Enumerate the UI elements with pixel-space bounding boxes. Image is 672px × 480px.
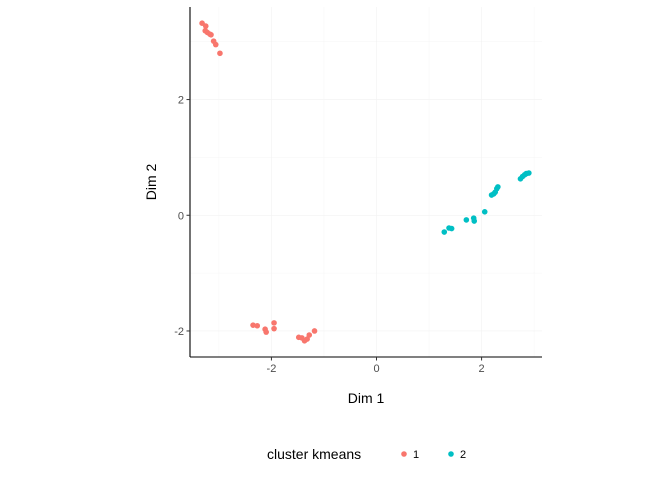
legend-key-2: [448, 451, 454, 457]
grid-lines: [190, 7, 542, 357]
legend-label-2: 2: [460, 449, 466, 461]
legend: cluster kmeans 1 2: [267, 446, 466, 462]
y-tick-label: 0: [178, 210, 184, 222]
data-point-cluster-2: [448, 225, 455, 232]
data-point-cluster-1: [202, 23, 209, 29]
y-axis-title: Dim 2: [143, 164, 159, 201]
data-point-cluster-2: [481, 208, 488, 215]
data-point-cluster-1: [271, 325, 277, 332]
data-point-cluster-1: [311, 328, 318, 334]
x-axis-ticks: -2 0 2: [267, 357, 485, 375]
data-point-cluster-1: [217, 50, 223, 57]
data-point-cluster-1: [254, 322, 261, 329]
data-point-cluster-2: [495, 184, 501, 190]
data-point-cluster-2: [441, 229, 448, 235]
y-tick-label: -2: [174, 326, 184, 338]
x-tick-label: -2: [267, 363, 277, 375]
data-point-cluster-1: [212, 41, 219, 48]
data-point-cluster-2: [463, 217, 470, 223]
data-point-cluster-2: [471, 218, 478, 224]
data-point-cluster-2: [526, 170, 532, 176]
data-points: [199, 20, 532, 344]
x-tick-label: 2: [479, 363, 485, 375]
data-point-cluster-1: [208, 31, 214, 38]
x-axis-title: Dim 1: [348, 390, 385, 406]
data-point-cluster-1: [306, 332, 313, 338]
y-tick-label: 2: [178, 95, 184, 107]
legend-title: cluster kmeans: [267, 446, 361, 462]
legend-label-1: 1: [413, 449, 419, 461]
data-point-cluster-1: [263, 329, 269, 335]
y-axis-ticks: -2 0 2: [174, 95, 190, 338]
plot-panel: [190, 7, 542, 357]
legend-key-1: [401, 451, 407, 457]
data-point-cluster-1: [250, 322, 256, 328]
data-point-cluster-1: [271, 320, 277, 326]
x-tick-label: 0: [373, 363, 379, 375]
